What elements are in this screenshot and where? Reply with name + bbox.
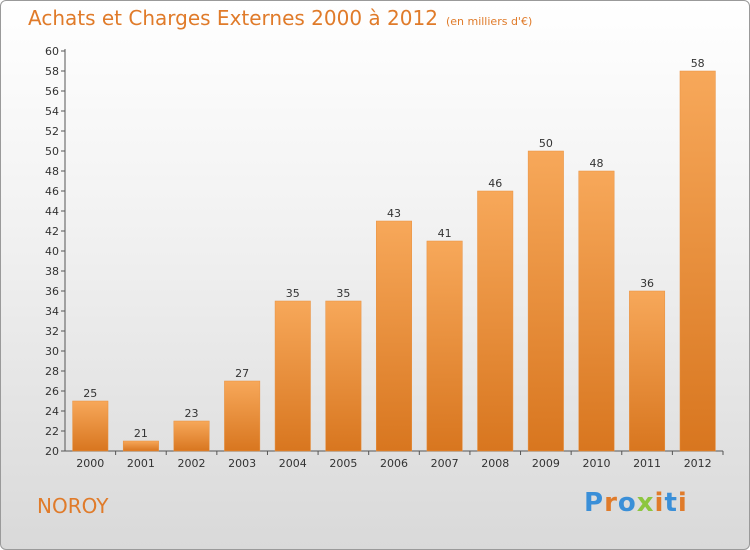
x-tick-label: 2006 <box>380 457 408 470</box>
bar-value-label: 36 <box>640 277 654 290</box>
logo-letter: P <box>584 488 605 518</box>
y-tick-label: 40 <box>45 245 59 258</box>
bar <box>477 190 514 452</box>
y-tick-label: 38 <box>45 265 59 278</box>
chart-unit: (en milliers d'€) <box>445 15 533 28</box>
y-tick-label: 20 <box>45 445 59 458</box>
x-tick-label: 2009 <box>532 457 560 470</box>
bar-value-label: 35 <box>336 287 350 300</box>
bar <box>527 150 564 452</box>
chart-title-text: Achats et Charges Externes 2000 à 2012 <box>28 6 438 30</box>
logo-letter: i <box>677 488 688 518</box>
x-tick-label: 2012 <box>684 457 712 470</box>
x-tick-label: 2004 <box>279 457 307 470</box>
bar-value-label: 48 <box>589 157 603 170</box>
bar-value-label: 25 <box>83 387 97 400</box>
y-tick-label: 30 <box>45 345 59 358</box>
y-tick-label: 32 <box>45 325 59 338</box>
bar-value-label: 27 <box>235 367 249 380</box>
y-tick-label: 44 <box>45 205 59 218</box>
town-name: NOROY <box>37 494 109 518</box>
y-tick-label: 50 <box>45 145 59 158</box>
proxiti-logo: Proxiti <box>584 488 688 518</box>
x-tick-label: 2003 <box>228 457 256 470</box>
bar-value-label: 35 <box>286 287 300 300</box>
x-tick-label: 2007 <box>431 457 459 470</box>
y-tick-label: 24 <box>45 405 59 418</box>
y-tick-label: 28 <box>45 365 59 378</box>
x-tick-label: 2008 <box>481 457 509 470</box>
bar-value-label: 46 <box>488 177 502 190</box>
bar-value-label: 21 <box>134 427 148 440</box>
bar <box>173 420 210 452</box>
y-tick-label: 48 <box>45 165 59 178</box>
bar <box>224 380 261 452</box>
bar-value-label: 50 <box>539 137 553 150</box>
y-tick-label: 54 <box>45 105 59 118</box>
bar <box>325 300 362 452</box>
y-tick-label: 58 <box>45 65 59 78</box>
bar <box>72 400 109 452</box>
bar-value-label: 58 <box>691 57 705 70</box>
y-tick-label: 22 <box>45 425 59 438</box>
y-tick-label: 36 <box>45 285 59 298</box>
x-tick-label: 2001 <box>127 457 155 470</box>
y-tick-label: 56 <box>45 85 59 98</box>
bar <box>679 70 716 452</box>
bar <box>274 300 311 452</box>
bar-value-label: 23 <box>185 407 199 420</box>
bar-value-label: 41 <box>438 227 452 240</box>
x-tick-label: 2002 <box>178 457 206 470</box>
x-tick-label: 2005 <box>329 457 357 470</box>
y-tick-label: 46 <box>45 185 59 198</box>
logo-letter: x <box>636 488 655 518</box>
bar <box>376 220 412 452</box>
bar <box>629 290 666 452</box>
logo-letter: t <box>664 488 678 518</box>
bar <box>122 440 159 452</box>
bar <box>426 240 463 452</box>
y-tick-label: 26 <box>45 385 59 398</box>
x-tick-label: 2011 <box>633 457 661 470</box>
y-tick-label: 42 <box>45 225 59 238</box>
logo-letter: i <box>654 488 665 518</box>
bar <box>578 170 615 452</box>
x-tick-label: 2010 <box>582 457 610 470</box>
y-tick-label: 52 <box>45 125 59 138</box>
bar-value-label: 43 <box>387 207 401 220</box>
x-tick-label: 2000 <box>76 457 104 470</box>
logo-letter: r <box>604 488 618 518</box>
y-tick-label: 60 <box>45 45 59 58</box>
logo-letter: o <box>617 488 637 518</box>
chart-title: Achats et Charges Externes 2000 à 2012 (e… <box>28 6 532 30</box>
y-tick-label: 34 <box>45 305 59 318</box>
